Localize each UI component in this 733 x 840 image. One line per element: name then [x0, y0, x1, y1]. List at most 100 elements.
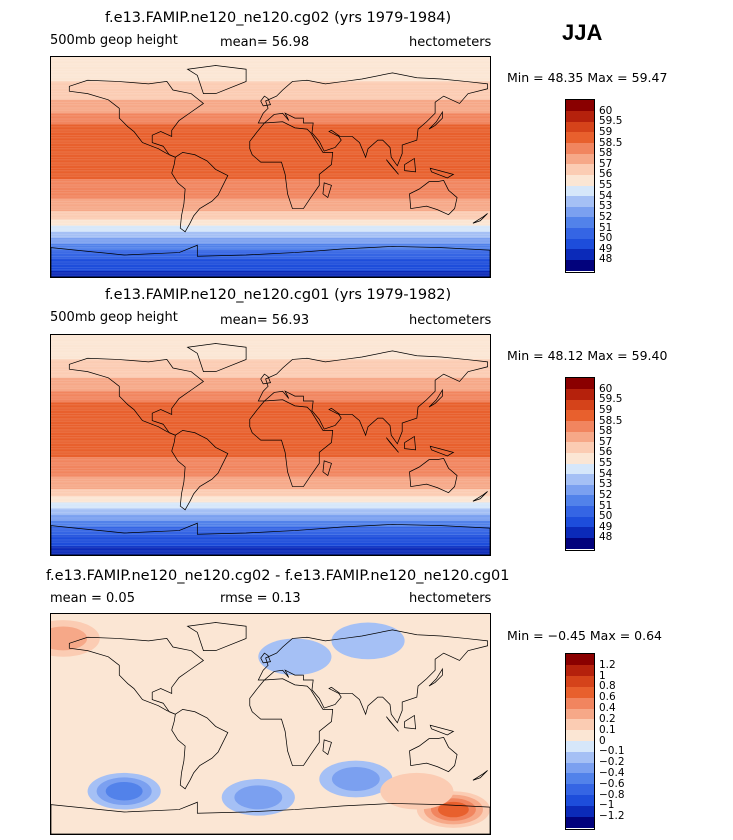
panel1-band-147	[51, 236, 490, 238]
panel1-band-163	[51, 256, 490, 258]
panel1-band-23	[51, 85, 490, 87]
panel2-band-137	[51, 502, 490, 504]
season-label: JJA	[562, 20, 603, 45]
panel2-colorbar-box-6	[566, 473, 594, 485]
panel2-band-134	[51, 498, 490, 501]
panel1-band-45	[51, 112, 490, 114]
panel2-band-23	[51, 363, 490, 365]
panel1-band-41	[51, 107, 490, 109]
panel3-colorbar-box-12	[566, 686, 594, 698]
panel2-band-132	[51, 496, 490, 498]
panel2-band-72	[51, 423, 490, 425]
panel3-rmse: rmse = 0.13	[220, 591, 301, 606]
panel1-band-153	[51, 244, 490, 246]
panel3-colorbar-box-8	[566, 729, 594, 741]
panel1-band-136	[51, 223, 490, 225]
panel2-band-164	[51, 535, 490, 537]
panel2-band-142	[51, 508, 490, 510]
panel1-variable: 500mb geop height	[50, 33, 178, 48]
panel1-band-39	[51, 104, 490, 106]
panel2-band-73	[51, 424, 490, 426]
panel1-band-64	[51, 135, 490, 137]
panel2-band-167	[51, 539, 490, 541]
panel3-colorbar-label-0: −1.2	[599, 810, 625, 823]
panel2-band-118	[51, 479, 490, 481]
panel1-band-62	[51, 132, 490, 135]
panel3-colorbar-label-3: −0.6	[599, 777, 625, 790]
panel2-band-29	[51, 370, 490, 372]
panel2-band-108	[51, 467, 490, 469]
panel2-band-37	[51, 380, 490, 382]
panel2-band-77	[51, 429, 490, 431]
panel2-band-138	[51, 503, 490, 505]
panel1-band-94	[51, 171, 490, 174]
panel1-band-152	[51, 242, 490, 245]
panel3-coastline-12	[322, 739, 332, 756]
panel1-colorbar-label-11: 58.5	[599, 136, 623, 149]
panel1-band-17	[51, 77, 490, 80]
panel1-band-139	[51, 226, 490, 229]
panel2-band-25	[51, 365, 490, 367]
panel1-colorbar-label-10: 58	[599, 147, 613, 160]
panel2-band-5	[51, 341, 490, 343]
panel1-band-159	[51, 251, 490, 253]
panel1-band-6	[51, 64, 490, 66]
panel3-colorbar-box-14	[566, 664, 594, 677]
panel2-band-135	[51, 500, 490, 502]
panel3-anomaly-5-1	[234, 785, 283, 810]
panel2-band-140	[51, 506, 490, 508]
panel2-coastline-7	[386, 437, 399, 453]
panel1-band-73	[51, 146, 490, 148]
panel1-band-106	[51, 186, 490, 188]
panel2-colorbar-label-2: 50	[599, 510, 613, 523]
panel3-units: hectometers	[409, 591, 492, 606]
panel1-band-44	[51, 110, 490, 113]
panel1-band-124	[51, 208, 490, 210]
panel1-band-21	[51, 82, 490, 84]
panel2-band-166	[51, 537, 490, 540]
panel2-band-87	[51, 441, 490, 443]
panel3-coastline-0	[68, 636, 205, 715]
panel2-band-81	[51, 434, 490, 436]
panel2-band-176	[51, 550, 490, 552]
panel1-band-81	[51, 156, 490, 158]
panel2-band-125	[51, 487, 490, 490]
panel2-colorbar-label-4: 52	[599, 488, 613, 501]
panel2-band-106	[51, 464, 490, 466]
panel2-band-31	[51, 372, 490, 375]
panel2-colorbar-box-7	[566, 463, 594, 475]
panel2-band-165	[51, 536, 490, 538]
panel3-field	[51, 614, 490, 834]
panel2-colorbar-box-13	[566, 399, 594, 411]
panel1-band-171	[51, 266, 490, 268]
panel1-band-154	[51, 245, 490, 247]
panel2-band-74	[51, 425, 490, 427]
panel2-band-79	[51, 431, 490, 433]
panel1-band-135	[51, 222, 490, 224]
panel3-coastline-2	[257, 629, 488, 724]
panel2-coastline-11	[472, 491, 488, 502]
panel2-band-121	[51, 482, 490, 485]
panel1-band-60	[51, 130, 490, 132]
panel1-colorbar-box-2	[566, 238, 594, 250]
panel2-coastline-12	[322, 460, 332, 477]
panel3-colorbar-box-2	[566, 794, 594, 806]
panel1-colorbar-label-5: 53	[599, 200, 613, 213]
panel1-band-9	[51, 68, 490, 70]
panel3-colorbar-box-1	[566, 805, 594, 817]
panel2-band-83	[51, 436, 490, 438]
panel2-coastline-3	[249, 399, 334, 487]
panel1-band-108	[51, 189, 490, 191]
panel1-band-97	[51, 175, 490, 177]
panel1-colorbar-box-11	[566, 142, 594, 154]
panel2-band-100	[51, 457, 490, 459]
panel3-colorbar-label-7: 0	[599, 734, 606, 747]
panel1-band-71	[51, 143, 490, 146]
panel1-band-31	[51, 94, 490, 97]
panel2-colorbar-box-15	[566, 378, 594, 390]
panel1-band-74	[51, 147, 490, 149]
panel3-colorbar-box-0	[566, 816, 594, 828]
panel1-coastline-7	[386, 159, 399, 175]
panel1-band-89	[51, 165, 490, 168]
panel2-mean: mean= 56.93	[220, 313, 310, 328]
